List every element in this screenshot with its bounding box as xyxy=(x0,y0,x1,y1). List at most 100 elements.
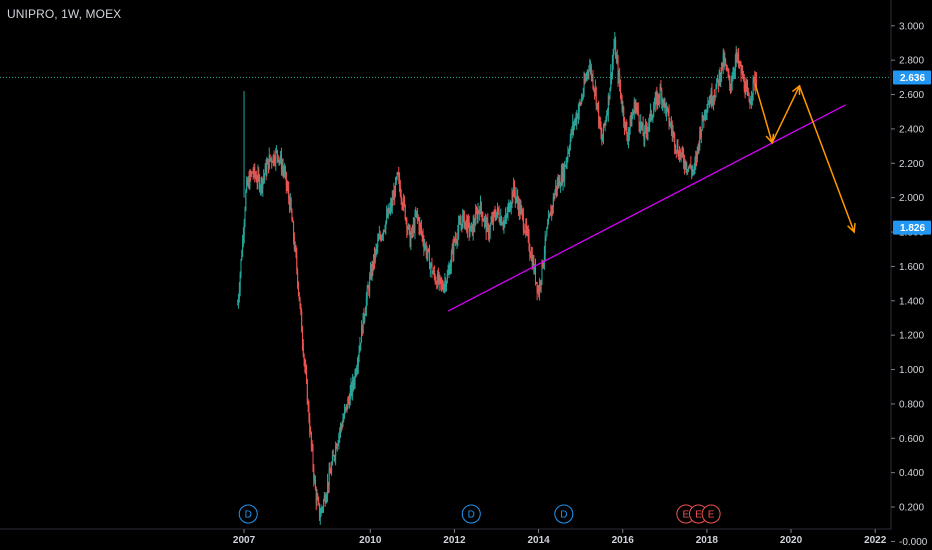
candle-body xyxy=(683,162,685,168)
candle-body xyxy=(361,325,363,334)
support-trendline[interactable] xyxy=(447,104,847,312)
candle-body xyxy=(440,278,442,283)
candle-body xyxy=(349,391,351,405)
candle-body xyxy=(717,79,719,85)
dividend-marker[interactable] xyxy=(238,504,258,524)
candle-body xyxy=(512,191,514,197)
candle-body xyxy=(257,172,259,183)
candle-body xyxy=(377,240,379,247)
candle-body xyxy=(514,192,516,200)
candle-body xyxy=(741,70,743,74)
candle-body xyxy=(699,130,701,147)
candle-body xyxy=(481,211,483,220)
y-axis-label: 0.400 xyxy=(899,468,924,479)
candle-body xyxy=(276,150,278,152)
candle-body xyxy=(543,253,545,262)
candle-body xyxy=(328,469,330,487)
candle-body xyxy=(475,212,477,225)
earnings-marker[interactable] xyxy=(701,504,721,524)
candle-body xyxy=(283,169,285,173)
candle-body xyxy=(466,220,468,232)
candle-body xyxy=(393,191,395,200)
candle-body xyxy=(302,343,304,356)
candle-body xyxy=(428,249,430,252)
dividend-marker[interactable] xyxy=(461,504,481,524)
candle-body xyxy=(433,271,435,273)
candle-body xyxy=(615,40,617,59)
candle-body xyxy=(429,264,431,270)
candle-body xyxy=(500,217,502,224)
candle-body xyxy=(530,254,532,258)
candle-body xyxy=(420,226,422,233)
candle-body xyxy=(486,221,488,233)
y-axis-label: 2.800 xyxy=(899,56,924,67)
candle-body xyxy=(740,64,742,74)
candle-body xyxy=(475,212,477,214)
projection-arrow-segment[interactable] xyxy=(798,85,855,233)
price-tag-target-label: 1.826 xyxy=(900,223,925,234)
candle-body xyxy=(621,102,623,110)
candle-body xyxy=(310,432,312,434)
candle-body xyxy=(729,76,731,85)
symbol-title: UNIPRO, 1W, MOEX xyxy=(7,7,122,21)
candle-body xyxy=(389,208,391,213)
candle-body xyxy=(499,220,501,224)
candle-body xyxy=(295,246,297,256)
candle-body xyxy=(395,179,397,197)
candle-body xyxy=(378,234,380,239)
candle-body xyxy=(366,287,368,299)
candle-body xyxy=(693,166,695,171)
projection-arrow-segment[interactable] xyxy=(771,85,801,143)
candle-body xyxy=(318,499,320,504)
candle-body xyxy=(543,261,545,267)
candle-body xyxy=(390,203,392,209)
candle-body xyxy=(734,60,736,71)
candle-body xyxy=(751,93,753,99)
candle-body xyxy=(695,157,697,164)
candle-body xyxy=(492,212,494,223)
candle-body xyxy=(330,472,332,474)
candle-body xyxy=(376,246,378,249)
candle-body xyxy=(434,275,436,282)
candle-body xyxy=(438,275,440,283)
candle-body xyxy=(484,218,486,220)
candle-body xyxy=(505,215,507,222)
candle-body xyxy=(300,304,302,312)
candle-body xyxy=(318,503,320,518)
candle-body xyxy=(479,210,481,214)
candle-body xyxy=(573,122,575,128)
candle-body xyxy=(425,245,427,256)
candle-body xyxy=(414,214,416,231)
candle-body xyxy=(336,444,338,449)
candle-body xyxy=(343,417,345,421)
candle-body xyxy=(611,72,613,77)
candle-body xyxy=(504,221,506,223)
candle-body xyxy=(675,149,677,152)
candle-body xyxy=(559,178,561,187)
candle-body xyxy=(617,61,619,80)
candle-body xyxy=(373,254,375,261)
candle-body xyxy=(557,182,559,186)
candle-body xyxy=(259,177,261,190)
candle-body xyxy=(441,284,443,289)
candle-body xyxy=(271,158,273,163)
projection-arrow-segment[interactable] xyxy=(754,84,773,143)
candle-body xyxy=(319,516,321,518)
candle-body xyxy=(545,235,547,238)
candle-body xyxy=(711,90,713,103)
candle-body xyxy=(658,94,660,100)
candle-body xyxy=(705,111,707,115)
candle-body xyxy=(646,130,648,133)
candle-body xyxy=(255,177,257,182)
candle-body xyxy=(703,119,705,121)
candle-body xyxy=(746,85,748,87)
candle-body xyxy=(734,70,736,74)
candle-body xyxy=(575,118,577,123)
candle-body xyxy=(553,196,555,199)
candle-body xyxy=(423,241,425,248)
dividend-marker[interactable] xyxy=(554,504,574,524)
candle-body xyxy=(241,255,243,260)
candle-body xyxy=(353,383,355,385)
